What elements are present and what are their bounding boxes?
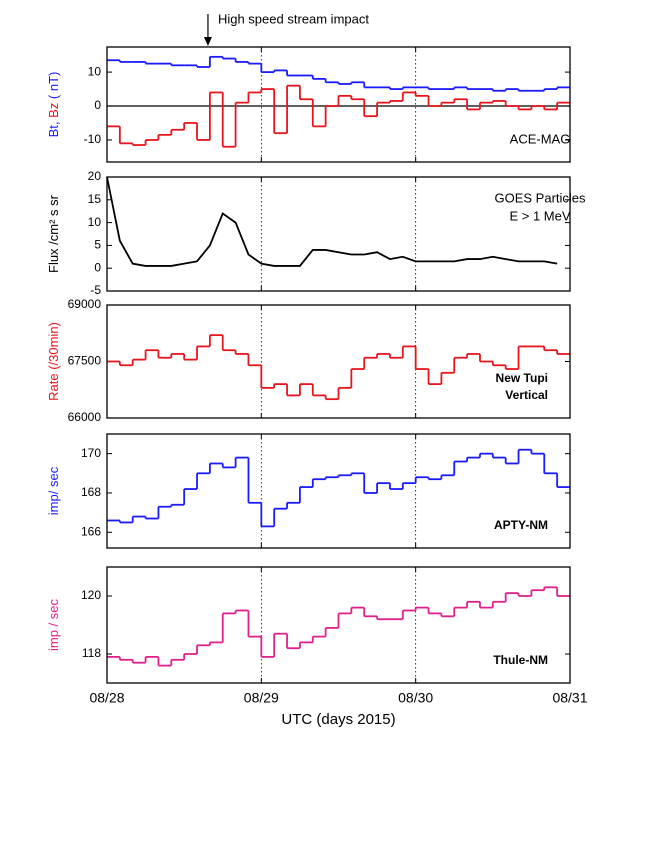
legend-entry: Bt, <box>46 121 61 137</box>
y-tick-label: 0 <box>94 98 101 112</box>
panel: 166 168 170 imp/ sec APTY-NM <box>46 433 571 549</box>
y-axis-label: imp/ sec <box>46 466 61 515</box>
y-tick-label: 120 <box>81 588 101 602</box>
panel-annotation: New Tupi <box>496 371 548 385</box>
y-tick-label: -10 <box>84 132 102 146</box>
y-tick-label: 10 <box>88 215 102 229</box>
x-tick-label: 08/29 <box>244 690 279 706</box>
legend-entry: Bz <box>46 103 61 118</box>
panel-annotation: E > 1 MeV <box>509 208 570 223</box>
y-tick-label: 118 <box>82 646 101 660</box>
event-arrowhead <box>203 37 212 46</box>
y-tick-label: 66000 <box>68 410 102 424</box>
y-tick-label: 5 <box>94 238 101 252</box>
x-tick-label: 08/31 <box>552 690 587 706</box>
y-axis-unit: ( nT) <box>46 72 61 99</box>
y-tick-label: 20 <box>88 169 102 183</box>
y-tick-label: 166 <box>81 524 101 538</box>
plot-frame <box>106 176 571 292</box>
y-tick-label: 15 <box>88 192 102 206</box>
y-tick-label: 168 <box>81 485 101 499</box>
panel-annotation: GOES Particles <box>494 190 586 205</box>
y-axis-unit: imp/ sec <box>46 466 61 515</box>
y-tick-label: 69000 <box>68 297 102 311</box>
panel: -5 0 5 10 15 20 Flux /cm² s sr GOES Particles E … <box>46 169 586 297</box>
panel-annotation: Thule-NM <box>493 653 548 667</box>
panel-annotation: APTY-NM <box>494 518 548 532</box>
y-axis-label: Flux /cm² s sr <box>46 194 61 273</box>
panel-annotation: Vertical <box>505 388 548 402</box>
panel: 08/28 08/29 08/30 08/31 118 120 imp / sec Thule… <box>46 566 588 728</box>
event-label: High speed stream impact <box>218 11 369 26</box>
panel: -10 0 10 Bt, Bz ( nT) ACE-MAG High speed stre… <box>46 11 571 163</box>
series-line <box>106 176 558 267</box>
y-axis-label: Rate (/30min) <box>46 322 61 401</box>
y-axis-label: Bt, Bz ( nT) <box>46 72 61 138</box>
y-axis-unit: Flux /cm² s sr <box>46 194 61 273</box>
plot-frame <box>106 433 571 549</box>
plot-frame <box>106 566 571 684</box>
plot-frame <box>106 304 571 419</box>
y-axis-unit: Rate (/30min) <box>46 322 61 401</box>
panel: 66000 67500 69000 Rate (/30min) New Tupi Vert… <box>46 297 571 424</box>
y-tick-label: 10 <box>88 64 102 78</box>
x-tick-label: 08/28 <box>89 690 124 706</box>
y-tick-label: 170 <box>81 446 101 460</box>
y-axis-unit: imp / sec <box>46 598 61 651</box>
y-tick-label: 0 <box>94 260 101 274</box>
x-tick-label: 08/30 <box>398 690 433 706</box>
y-axis-label: imp / sec <box>46 598 61 651</box>
panel-annotation: ACE-MAG <box>510 131 571 146</box>
y-tick-label: 67500 <box>68 354 102 368</box>
x-axis-label: UTC (days 2015) <box>281 711 395 728</box>
y-tick-label: -5 <box>90 283 101 297</box>
plot-frame <box>106 46 571 163</box>
